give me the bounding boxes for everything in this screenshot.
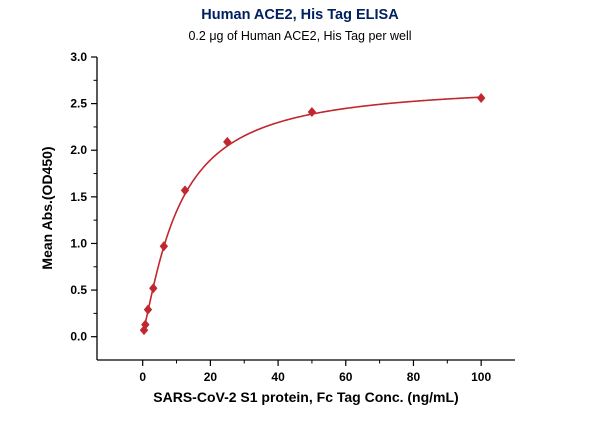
y-tick-label: 2.0 [70, 143, 87, 157]
data-point-marker [180, 185, 190, 196]
data-point-marker [476, 93, 486, 104]
data-point-marker [223, 136, 232, 147]
elisa-plot: 0.0 0.5 1.0 1.5 2.0 2.5 3.0 0 20 40 60 80 100 SARS-C… [39, 50, 515, 405]
y-axis-title: Mean Abs.(OD450) [39, 146, 55, 269]
y-tick-label: 1.0 [70, 236, 87, 250]
fit-curve [143, 96, 482, 329]
x-tick-label: 40 [271, 370, 285, 384]
x-tick-label: 60 [339, 370, 353, 384]
x-tick-label: 80 [407, 370, 421, 384]
data-point-marker [141, 319, 150, 330]
chart-title: Human ACE2, His Tag ELISA [201, 7, 399, 23]
y-tick-label: 1.5 [70, 190, 87, 204]
y-tick-label: 0.5 [70, 283, 87, 297]
chart-subtitle: 0.2 μg of Human ACE2, His Tag per well [188, 29, 412, 43]
x-tick-label: 100 [471, 370, 491, 384]
data-point-marker [149, 283, 158, 294]
x-tick-label: 20 [204, 370, 218, 384]
data-point-marker [307, 107, 317, 118]
x-axis-title: SARS-CoV-2 S1 protein, Fc Tag Conc. (ng/… [153, 389, 458, 405]
y-tick-label: 3.0 [70, 50, 87, 64]
data-point-marker [143, 304, 153, 315]
data-point-marker [159, 241, 169, 252]
plot-area: 0.0 0.5 1.0 1.5 2.0 2.5 3.0 0 20 40 60 80 100 [70, 50, 515, 384]
x-tick-label: 0 [139, 370, 146, 384]
y-tick-label: 2.5 [70, 97, 87, 111]
y-tick-label: 0.0 [70, 330, 87, 344]
